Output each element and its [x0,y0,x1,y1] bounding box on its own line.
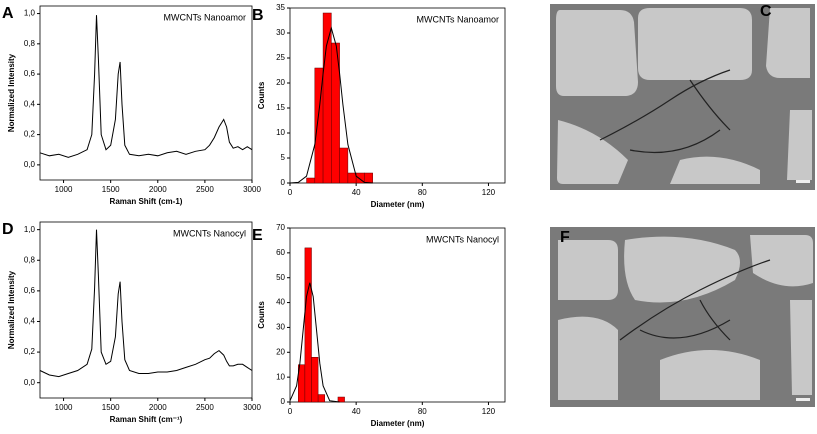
x-tick-label: 3000 [243,185,261,194]
annotation: MWCNTs Nanocyl [426,234,499,244]
y-tick-label: 25 [276,53,285,62]
x-tick-label: 3000 [243,403,261,412]
histogram-bar [364,172,373,184]
y-tick-label: 30 [276,28,285,37]
tem-image [550,4,815,190]
y-tick-label: 40 [276,298,285,307]
y-tick-label: 0,4 [24,99,36,108]
x-tick-label: 2000 [149,403,167,412]
y-tick-label: 70 [276,223,285,232]
y-tick-label: 10 [276,128,285,137]
y-axis-label: Normalized Intensity [7,270,16,349]
x-tick-label: 0 [288,407,293,416]
plot-frame [39,221,253,399]
y-tick-label: 0,4 [24,317,36,326]
histogram-bar [337,396,345,403]
y-tick-label: 0,6 [24,69,36,78]
y-tick-label: 0 [281,178,286,187]
y-tick-label: 20 [276,78,285,87]
x-tick-label: 1000 [55,403,73,412]
x-tick-label: 80 [418,188,427,197]
y-tick-label: 10 [276,372,285,381]
x-tick-label: 1500 [102,185,120,194]
panel-label: D [2,221,14,238]
plot-frame [289,7,506,184]
panel-label: C [760,3,772,20]
histogram-bar [339,147,349,184]
y-tick-label: 0,8 [24,39,36,48]
y-axis-label: Normalized Intensity [7,53,16,132]
panel-label: B [252,7,264,24]
histogram-bar [322,12,332,184]
x-axis-label: Diameter (nm) [371,200,425,209]
annotation: MWCNTs Nanoamor [163,12,246,22]
tem-image [550,227,815,407]
x-axis-label: Diameter (nm) [371,419,425,428]
histogram-bar [304,247,312,403]
y-axis-label: Counts [257,81,266,109]
x-tick-label: 40 [352,188,361,197]
y-tick-label: 35 [276,3,285,12]
plot-frame [39,5,253,181]
x-tick-label: 2500 [196,185,214,194]
x-tick-label: 2500 [196,403,214,412]
histogram-bar [306,177,316,184]
spectrum-line [39,229,253,378]
x-tick-label: 1000 [55,185,73,194]
x-axis-label: Raman Shift (cm⁻¹) [110,415,183,424]
y-tick-label: 0,2 [24,130,36,139]
y-axis-label: Counts [257,301,266,329]
x-axis-label: Raman Shift (cm-1) [110,197,183,206]
panel-label: A [2,5,14,22]
x-tick-label: 1500 [102,403,120,412]
panel-label: E [252,227,263,244]
x-tick-label: 0 [288,188,293,197]
y-tick-label: 0,0 [24,378,36,387]
y-tick-label: 5 [281,153,286,162]
y-tick-label: 1,0 [24,9,36,18]
annotation: MWCNTs Nanocyl [173,228,246,238]
histogram-bar [347,172,357,184]
y-tick-label: 0,6 [24,286,36,295]
plot-frame [289,227,506,403]
y-tick-label: 30 [276,323,285,332]
y-tick-label: 15 [276,103,285,112]
spectrum-line [39,15,253,158]
y-tick-label: 0,2 [24,347,36,356]
y-tick-label: 50 [276,273,285,282]
x-tick-label: 40 [352,407,361,416]
panel-label: F [560,229,570,246]
annotation: MWCNTs Nanoamor [416,14,499,24]
y-tick-label: 20 [276,347,285,356]
histogram-bar [311,357,319,403]
x-tick-label: 80 [418,407,427,416]
fit-curve [289,282,340,403]
x-tick-label: 2000 [149,185,167,194]
y-tick-label: 0 [281,397,286,406]
fit-curve [289,26,373,184]
x-tick-label: 120 [482,188,496,197]
histogram-bar [317,394,325,403]
y-tick-label: 0,0 [24,160,36,169]
y-tick-label: 0,8 [24,255,36,264]
y-tick-label: 60 [276,248,285,257]
y-tick-label: 1,0 [24,225,36,234]
x-tick-label: 120 [482,407,496,416]
